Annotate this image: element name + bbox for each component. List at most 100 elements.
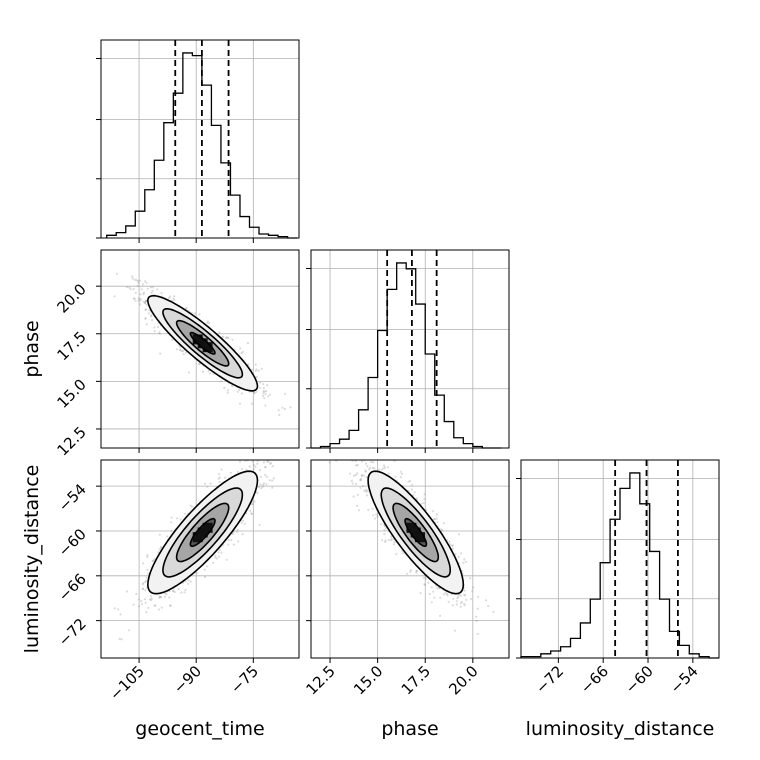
sample-point — [415, 569, 418, 573]
sample-point — [425, 508, 428, 511]
sample-point — [264, 393, 267, 396]
sample-point — [409, 569, 412, 572]
sample-point — [423, 498, 426, 501]
y-tick-label: 17.5 — [53, 328, 89, 364]
sample-point — [272, 477, 275, 480]
sample-point — [410, 488, 413, 491]
sample-point — [253, 392, 256, 395]
sample-point — [184, 588, 187, 592]
panel-frame — [100, 459, 300, 659]
sample-point — [156, 288, 159, 291]
sample-point — [205, 565, 208, 568]
sample-point — [472, 586, 475, 589]
sample-point — [220, 551, 223, 554]
sample-point — [415, 497, 418, 500]
sample-point — [131, 275, 134, 278]
sample-point — [455, 603, 458, 606]
sample-point — [253, 391, 256, 394]
contour-line — [367, 470, 465, 595]
sample-point — [159, 352, 162, 355]
sample-point — [281, 406, 284, 409]
sample-point — [241, 533, 244, 536]
y-tick-label: −66 — [55, 570, 90, 605]
sample-point — [144, 280, 147, 283]
sample-point — [447, 600, 450, 604]
y-tick-label: −54 — [55, 480, 90, 515]
sample-point — [206, 321, 209, 324]
sample-point — [226, 391, 229, 394]
sample-point — [158, 331, 161, 334]
sample-point — [214, 556, 217, 559]
sample-point — [415, 571, 418, 574]
sample-point — [448, 540, 451, 544]
sample-point — [236, 470, 240, 473]
sample-point — [141, 583, 144, 586]
sample-point — [262, 461, 265, 464]
sample-point — [137, 299, 140, 302]
sample-point — [446, 592, 449, 596]
sample-point — [159, 596, 162, 599]
sample-point — [179, 346, 182, 349]
sample-point — [169, 295, 172, 298]
sample-point — [153, 558, 156, 561]
sample-point — [118, 637, 121, 641]
sample-point — [252, 464, 255, 467]
sample-point — [115, 272, 119, 275]
sample-point — [406, 572, 409, 576]
sample-point — [238, 450, 240, 452]
y-tick-label: −60 — [55, 525, 90, 560]
sample-point — [179, 518, 182, 521]
sample-point — [383, 466, 387, 469]
sample-point — [372, 514, 375, 517]
sample-point — [240, 467, 243, 471]
sample-point — [145, 281, 148, 284]
sample-point — [189, 504, 192, 507]
sample-point — [230, 539, 233, 542]
sample-point — [362, 484, 365, 488]
sample-point — [457, 555, 460, 559]
sample-point — [223, 386, 226, 389]
sample-point — [464, 594, 467, 597]
pair-content — [113, 272, 292, 416]
sample-point — [219, 380, 222, 383]
sample-point — [179, 349, 182, 352]
sample-point — [263, 390, 266, 393]
sample-point — [283, 407, 286, 411]
sample-point — [144, 601, 147, 605]
sample-point — [364, 470, 368, 473]
sample-point — [356, 464, 359, 467]
x-axis-label: geocent_time — [135, 718, 264, 740]
sample-point — [157, 608, 160, 611]
sample-point — [263, 482, 266, 485]
sample-point — [153, 604, 156, 607]
sample-point — [469, 577, 472, 580]
sample-point — [241, 350, 244, 353]
sample-point — [141, 587, 144, 591]
histogram-step-line — [520, 472, 719, 659]
sample-point — [265, 390, 268, 393]
sample-point — [464, 560, 468, 563]
sample-point — [269, 462, 272, 465]
sample-point — [267, 395, 270, 398]
sample-point — [186, 582, 190, 585]
sample-point — [359, 478, 362, 481]
sample-point — [166, 535, 169, 538]
sample-point — [218, 548, 221, 551]
x-axis-label: luminosity_distance — [526, 718, 715, 740]
sample-point — [352, 474, 355, 477]
sample-point — [179, 348, 182, 351]
sample-point — [144, 308, 148, 311]
sample-point — [351, 482, 354, 485]
sample-point — [262, 483, 265, 486]
sample-point — [189, 580, 192, 583]
sample-point — [237, 540, 240, 543]
sample-point — [451, 547, 454, 551]
sample-point — [435, 513, 438, 516]
sample-point — [263, 397, 266, 400]
sample-point — [145, 611, 148, 614]
sample-point — [254, 445, 256, 447]
sample-point — [350, 479, 353, 482]
sample-point — [463, 602, 466, 605]
sample-point — [359, 479, 362, 482]
sample-point — [413, 491, 416, 494]
